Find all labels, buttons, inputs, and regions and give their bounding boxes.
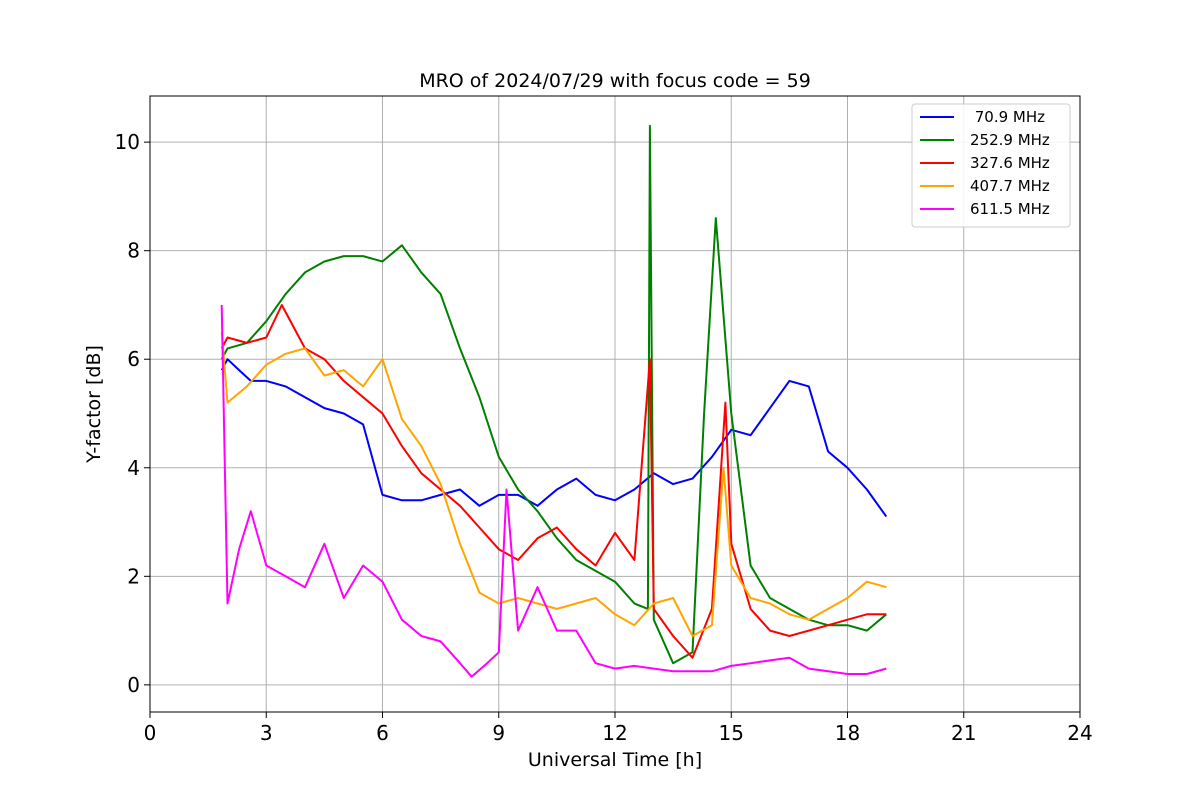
- x-tick-label: 18: [835, 721, 860, 745]
- x-tick-label: 24: [1067, 721, 1092, 745]
- y-tick-label: 6: [127, 347, 140, 371]
- y-tick-label: 0: [127, 673, 140, 697]
- legend-box: [911, 103, 1071, 228]
- legend-label: 407.7 MHz: [970, 177, 1050, 195]
- legend-label: 252.9 MHz: [970, 131, 1050, 149]
- chart-title: MRO of 2024/07/29 with focus code = 59: [419, 70, 811, 92]
- legend-label: 327.6 MHz: [970, 154, 1050, 172]
- y-tick-label: 4: [127, 456, 140, 480]
- series-line-0: [220, 358, 888, 518]
- x-tick-label: 3: [260, 721, 273, 745]
- series-line-2: [220, 304, 887, 659]
- series-line-1: [220, 124, 887, 665]
- y-tick-label: 8: [127, 239, 140, 263]
- legend-label: 70.9 MHz: [970, 108, 1045, 126]
- series-line-3: [220, 332, 887, 637]
- y-tick-label: 2: [127, 564, 140, 588]
- y-axis-label: Y-factor [dB]: [83, 345, 105, 464]
- x-tick-label: 0: [144, 721, 157, 745]
- x-tick-label: 21: [951, 721, 976, 745]
- legend: 70.9 MHz 252.9 MHz 327.6 MHz 407.7 MHz 611.5…: [911, 103, 1071, 228]
- x-tick-label: 15: [719, 721, 744, 745]
- legend-label: 611.5 MHz: [970, 200, 1050, 218]
- series-layer: [220, 124, 888, 678]
- y-tick-label: 10: [115, 130, 140, 154]
- series-line-4: [220, 304, 887, 678]
- x-axis-label: Universal Time [h]: [528, 749, 702, 771]
- x-tick-label: 12: [602, 721, 627, 745]
- x-tick-label: 6: [376, 721, 389, 745]
- x-tick-label: 9: [492, 721, 505, 745]
